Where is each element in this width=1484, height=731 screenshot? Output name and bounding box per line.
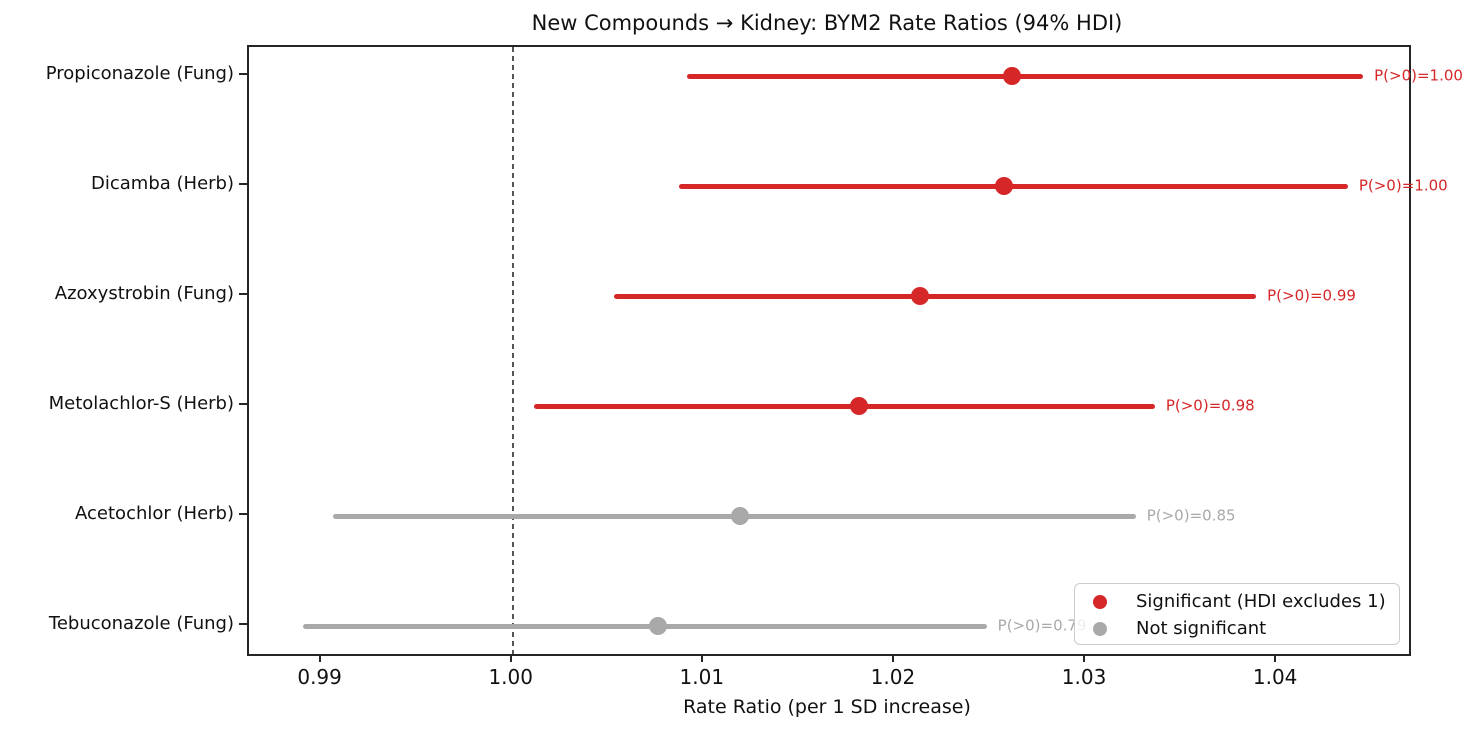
y-tick-mark: [239, 183, 247, 185]
x-tick-label: 1.04: [1252, 665, 1298, 689]
x-tick-mark: [509, 654, 512, 662]
x-tick-mark: [700, 654, 703, 662]
probability-label: P(>0)=0.85: [1146, 506, 1236, 525]
probability-label: P(>0)=1.00: [1358, 176, 1448, 195]
significant-marker-icon: [1093, 595, 1107, 609]
point-estimate-dot: [1002, 67, 1021, 85]
legend-entry-significant: Significant (HDI excludes 1): [1075, 588, 1399, 615]
x-tick-label: 0.99: [297, 665, 342, 689]
y-axis-category-label: Acetochlor (Herb): [75, 503, 234, 524]
reference-line: [511, 47, 514, 654]
y-axis-category-label: Metolachlor-S (Herb): [48, 393, 234, 414]
ci-interval: [533, 403, 1155, 409]
y-axis-category-label: Dicamba (Herb): [91, 173, 234, 194]
x-tick-label: 1.01: [679, 665, 725, 689]
probability-label: P(>0)=1.00: [1374, 66, 1463, 85]
legend-label: Not significant: [1136, 617, 1267, 639]
x-tick-mark: [318, 654, 321, 662]
legend-entry-not-significant: Not significant: [1075, 615, 1399, 642]
legend-label: Significant (HDI excludes 1): [1136, 590, 1386, 612]
y-axis-category-label: Propiconazole (Fung): [45, 63, 234, 84]
x-tick-label: 1.03: [1061, 665, 1107, 689]
x-tick-mark: [1083, 654, 1086, 662]
ci-interval: [678, 183, 1348, 189]
point-estimate-dot: [648, 617, 667, 635]
point-estimate-dot: [731, 507, 750, 525]
x-axis-title: Rate Ratio (per 1 SD increase): [683, 696, 971, 718]
y-tick-mark: [239, 293, 247, 295]
x-tick-label: 1.00: [488, 665, 533, 689]
ci-interval: [302, 623, 987, 629]
plot-area: P(>0)=1.00 P(>0)=1.00 P(>0)=0.99 P(>0)=0.98…: [247, 45, 1463, 656]
y-tick-mark: [239, 403, 247, 405]
probability-label: P(>0)=0.98: [1165, 396, 1255, 415]
chart-title: New Compounds → Kidney: BYM2 Rate Ratios…: [531, 11, 1123, 35]
not-significant-marker-icon: [1093, 622, 1107, 636]
point-estimate-dot: [994, 177, 1013, 195]
x-tick-mark: [891, 654, 894, 662]
y-tick-mark: [239, 73, 247, 75]
ci-interval: [614, 293, 1257, 299]
x-tick-mark: [1274, 654, 1277, 662]
probability-label: P(>0)=0.79: [997, 616, 1087, 635]
y-axis-category-label: Azoxystrobin (Fung): [54, 283, 234, 304]
y-tick-mark: [239, 513, 247, 515]
x-tick-label: 1.02: [870, 665, 916, 689]
y-axis-category-label: Tebuconazole (Fung): [48, 613, 234, 634]
ci-interval: [686, 73, 1364, 79]
point-estimate-dot: [849, 397, 868, 415]
probability-label: P(>0)=0.99: [1267, 286, 1356, 305]
y-tick-mark: [239, 623, 247, 625]
point-estimate-dot: [910, 287, 929, 305]
legend-box: Significant (HDI excludes 1) Not signifi…: [1074, 583, 1400, 645]
